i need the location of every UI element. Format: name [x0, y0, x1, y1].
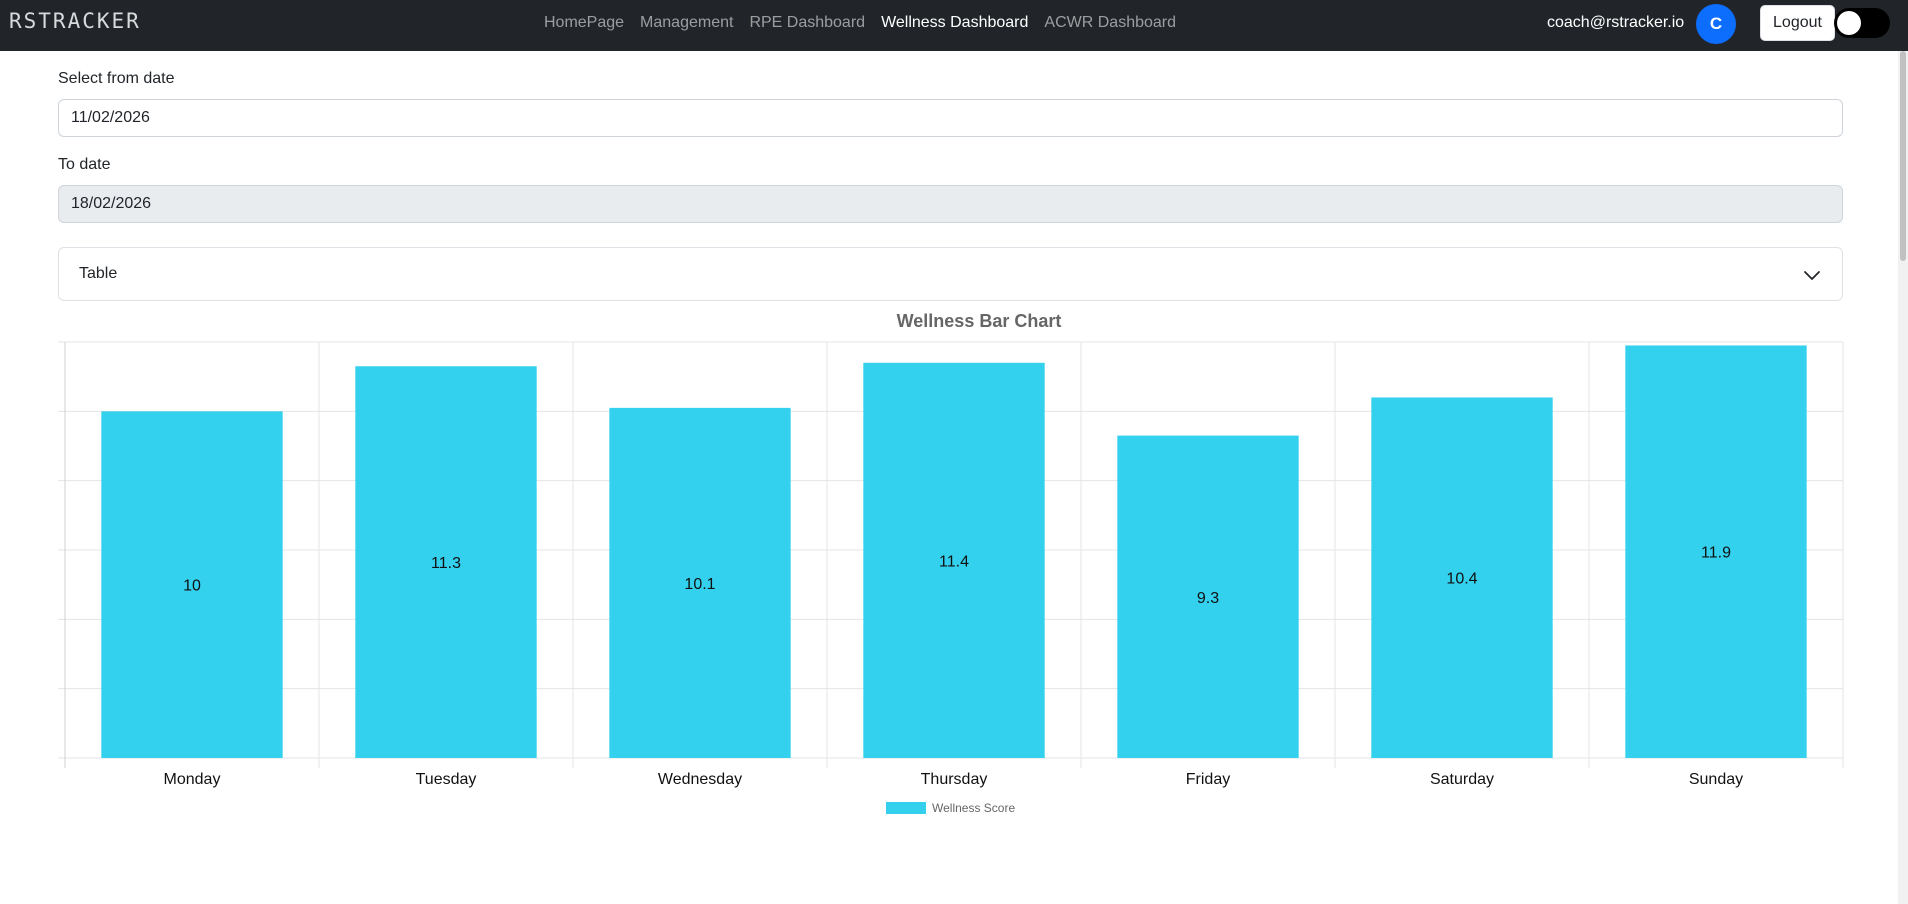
bar-value-label: 10 — [183, 578, 201, 595]
user-email: coach@rstracker.io — [1547, 14, 1685, 31]
nav-link-management[interactable]: Management — [640, 14, 734, 31]
x-tick-label: Saturday — [1430, 771, 1494, 788]
from-date-label: Select from date — [58, 70, 175, 87]
bar-value-label: 9.3 — [1197, 590, 1219, 607]
toggle-knob — [1837, 11, 1861, 35]
x-tick-label: Sunday — [1689, 771, 1743, 788]
chart-title: Wellness Bar Chart — [897, 311, 1062, 331]
x-tick-label: Monday — [164, 771, 221, 788]
chart-bar — [1625, 345, 1807, 758]
nav-link-acwr-dashboard[interactable]: ACWR Dashboard — [1044, 14, 1177, 31]
nav-link-rpe-dashboard[interactable]: RPE Dashboard — [749, 14, 866, 31]
chart-bar — [609, 407, 791, 758]
user-avatar[interactable]: C — [1696, 4, 1736, 44]
page-scrollbar[interactable] — [1898, 51, 1908, 904]
table-accordion-header[interactable]: Table — [58, 247, 1843, 301]
theme-toggle[interactable] — [1834, 8, 1890, 38]
x-tick-label: Wednesday — [658, 771, 742, 788]
top-navbar: RSTRACKER HomePage Management RPE Dashbo… — [0, 0, 1908, 51]
chart-bar — [1371, 397, 1553, 758]
chevron-down-icon[interactable] — [1802, 265, 1822, 285]
accordion-label: Table — [79, 265, 118, 282]
scrollbar-thumb[interactable] — [1900, 51, 1906, 261]
chart-bar — [863, 362, 1045, 758]
logout-button[interactable]: Logout — [1760, 5, 1835, 41]
x-tick-label: Thursday — [921, 771, 988, 788]
from-date-input[interactable] — [58, 99, 1843, 137]
bar-value-label: 10.4 — [1446, 571, 1477, 588]
legend-label: Wellness Score — [932, 801, 1015, 815]
bar-value-label: 10.1 — [684, 576, 715, 593]
nav-link-homepage[interactable]: HomePage — [544, 14, 625, 31]
to-date-label: To date — [58, 156, 111, 173]
legend-swatch — [886, 802, 926, 814]
nav-links: HomePage Management RPE Dashboard Wellne… — [544, 0, 1192, 46]
nav-link-wellness-dashboard[interactable]: Wellness Dashboard — [881, 14, 1029, 31]
chart-bar — [355, 366, 537, 758]
brand-logo[interactable]: RSTRACKER — [9, 9, 141, 33]
chart-bar — [101, 411, 283, 758]
bar-value-label: 11.4 — [939, 553, 969, 570]
bar-value-label: 11.9 — [1701, 545, 1731, 562]
x-tick-label: Tuesday — [416, 771, 477, 788]
chart-bar — [1117, 435, 1299, 758]
x-tick-label: Friday — [1186, 771, 1230, 788]
bar-value-label: 11.3 — [431, 555, 461, 572]
to-date-input[interactable] — [58, 185, 1843, 223]
wellness-bar-chart: Wellness Bar Chart 10 Monday 11.3 Tuesday 10.… — [58, 311, 1844, 815]
